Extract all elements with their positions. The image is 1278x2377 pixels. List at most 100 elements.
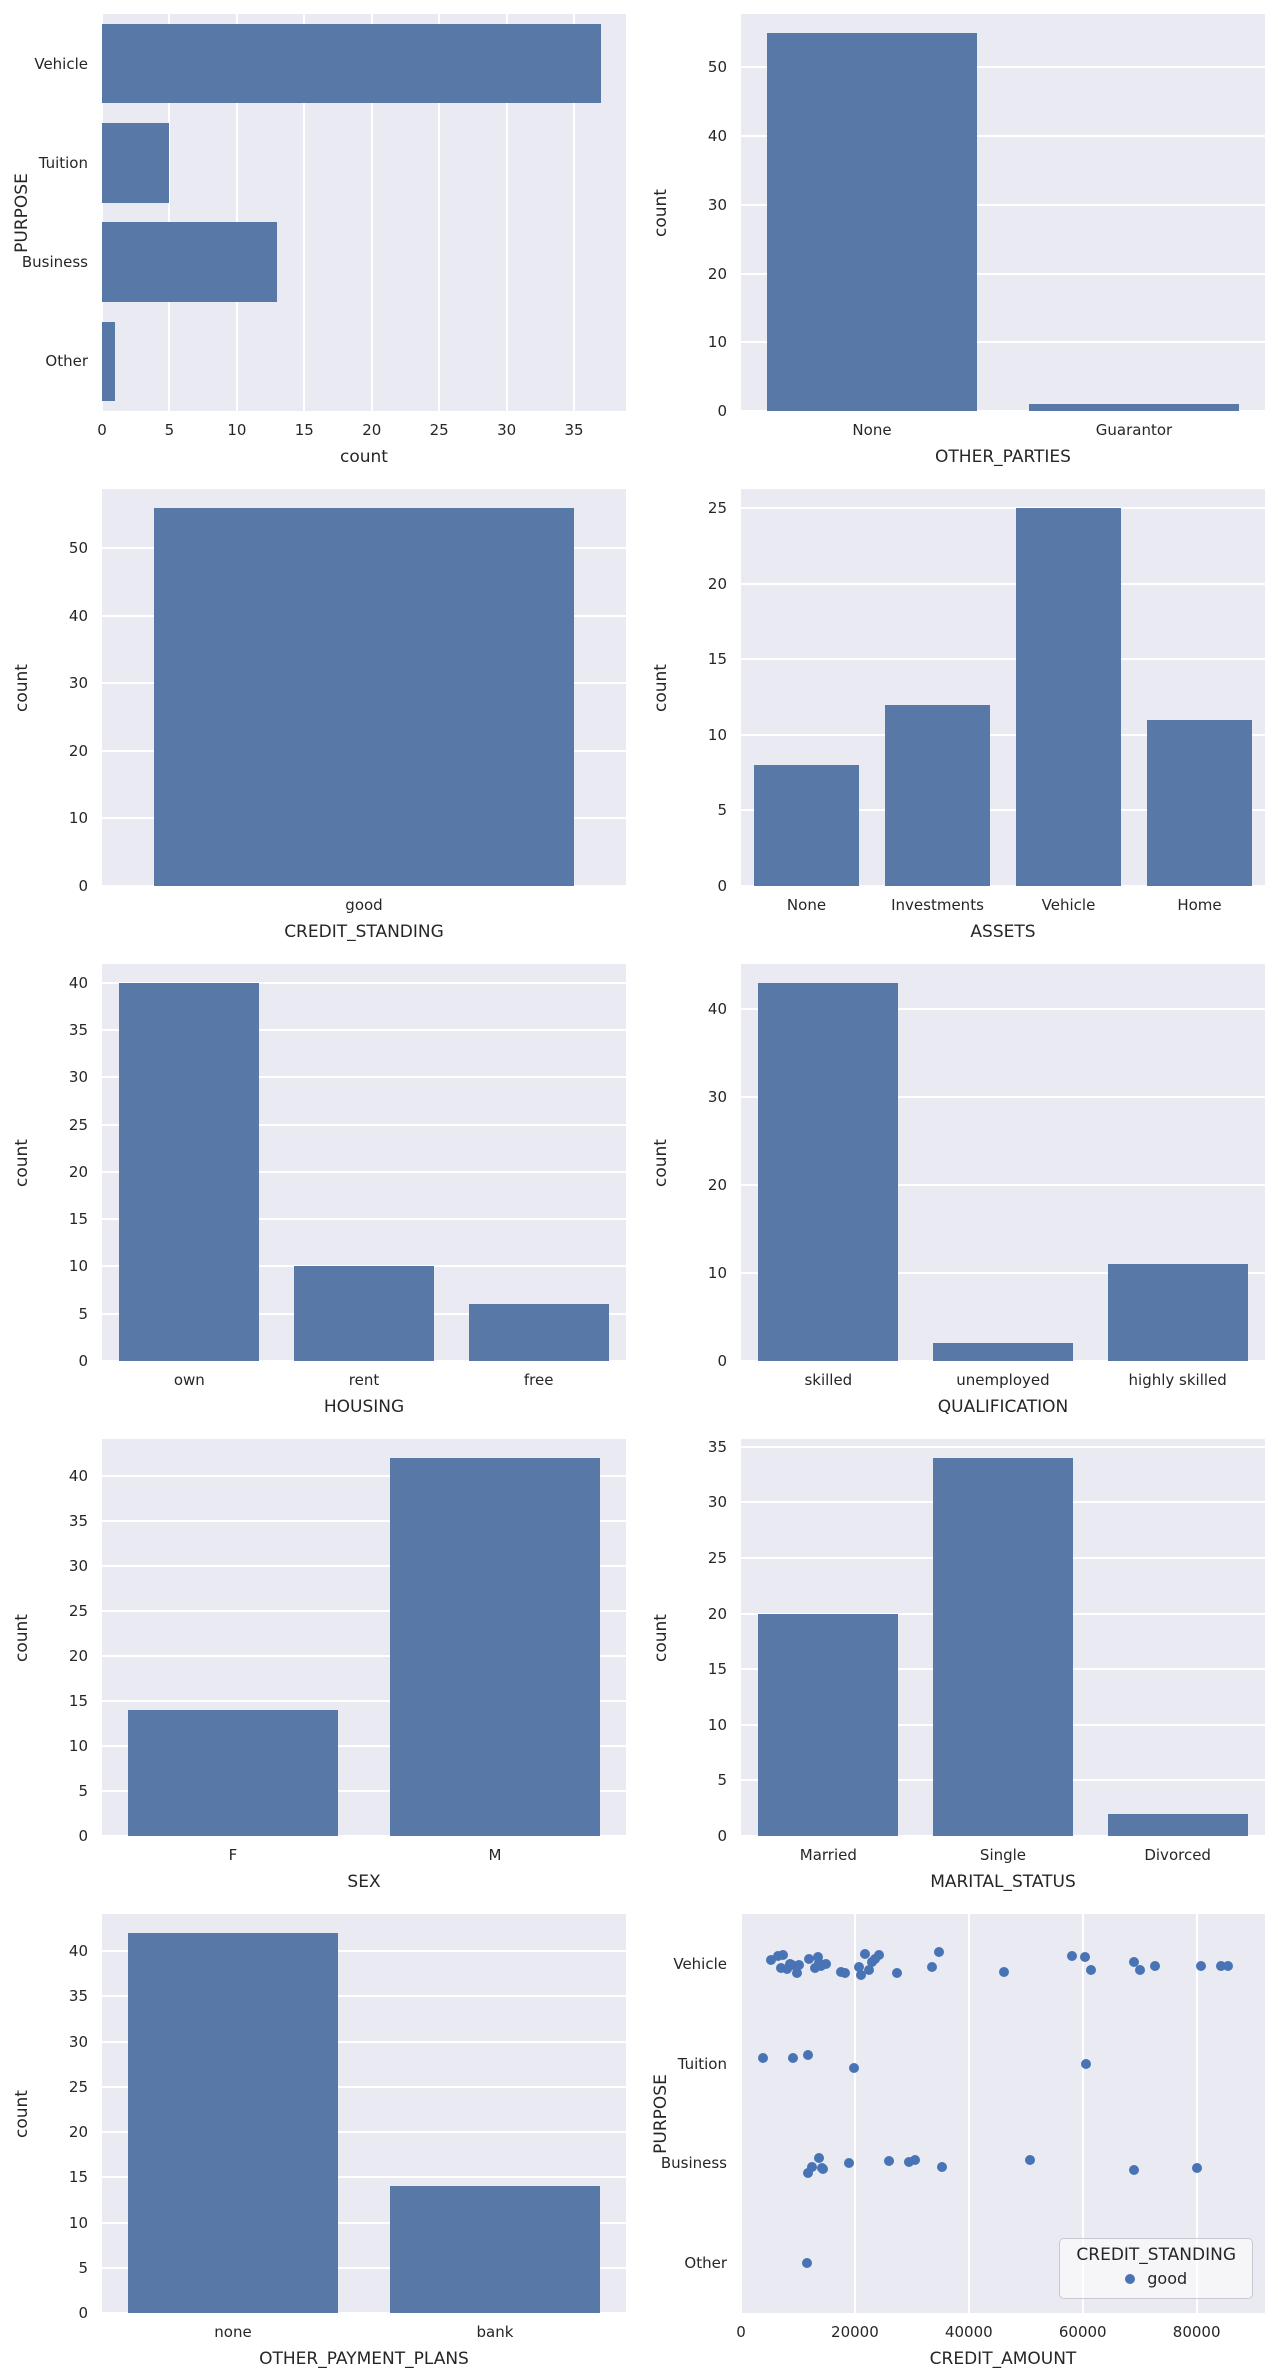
gridline	[741, 1272, 1265, 1275]
plot-area	[102, 1914, 626, 2314]
subplot-other-parties-count: 0 10 20 30 40 50 None Guarantor OTHER_PARTIES cou…	[639, 0, 1278, 475]
data-point	[849, 2062, 860, 2073]
x-tick-label: 60000	[1058, 2323, 1107, 2341]
data-point	[787, 2052, 798, 2063]
y-category-label: Business	[21, 253, 88, 272]
data-point	[758, 2052, 769, 2063]
gridline	[102, 1609, 626, 1612]
gridline	[741, 1445, 1265, 1448]
data-point	[807, 2162, 818, 2173]
y-tick-label: 10	[68, 1257, 88, 1276]
x-tick-label: 25	[429, 421, 449, 439]
gridline	[741, 66, 1265, 69]
bar	[933, 1457, 1073, 1836]
x-tick-label: 30	[497, 421, 517, 439]
data-point	[892, 1967, 903, 1978]
legend: CREDIT_STANDING good	[1059, 2238, 1253, 2299]
data-point	[855, 1969, 866, 1980]
y-tick-label: 35	[68, 1021, 88, 1040]
subplot-credit-amount-purpose-scatter: CREDIT_STANDING good 0 20000 40000 60000 80000…	[639, 1900, 1278, 2377]
y-tick-label: 0	[717, 402, 727, 420]
y-tick-label: 50	[68, 539, 88, 558]
y-tick-label: 20	[68, 2123, 88, 2142]
data-point	[815, 1960, 826, 1971]
data-point	[1086, 1964, 1097, 1975]
y-tick-label: 30	[707, 1088, 727, 1107]
y-tick-label: 10	[707, 1715, 727, 1734]
gridline	[741, 135, 1265, 138]
bar	[758, 1613, 899, 1836]
x-category-label: None	[852, 421, 892, 439]
gridline	[1081, 1914, 1084, 2313]
bar	[767, 32, 977, 411]
data-point	[1149, 1960, 1160, 1971]
y-axis-label-text: count	[651, 188, 671, 237]
bar	[128, 1709, 338, 1836]
y-axis-label-text: count	[12, 2089, 32, 2138]
y-tick-label: 30	[707, 195, 727, 214]
y-tick-label: 40	[68, 1466, 88, 1485]
y-category-label: Vehicle	[34, 54, 88, 73]
x-axis-label: QUALIFICATION	[937, 1397, 1069, 1417]
y-tick-label: 25	[68, 2077, 88, 2096]
data-point	[787, 1959, 798, 1970]
data-point	[802, 2258, 813, 2269]
y-tick-label: 30	[68, 1556, 88, 1575]
data-point	[1066, 1950, 1077, 1961]
gridline	[573, 14, 576, 411]
gridline	[102, 2312, 626, 2314]
gridline	[741, 341, 1265, 344]
y-axis-label-text: PURPOSE	[12, 172, 32, 253]
y-category-label: Tuition	[677, 2054, 727, 2073]
x-tick-label: 0	[736, 2323, 746, 2341]
data-point	[873, 1949, 884, 1960]
data-point	[803, 1953, 814, 1964]
y-axis-label-text: count	[12, 1613, 32, 1662]
subplot-purpose-count: 0 5 10 15 20 25 30 35 Vehicle Tuition Business Othe…	[0, 0, 639, 475]
subplot-qualification-count: 0 10 20 30 40 skilled unemployed highly skilled…	[639, 950, 1278, 1425]
y-tick-label: 0	[78, 1827, 88, 1845]
y-tick-label: 5	[78, 1781, 88, 1800]
data-point	[903, 2157, 914, 2168]
data-point	[793, 1959, 804, 1970]
plot-area	[101, 14, 626, 411]
y-tick-label: 40	[707, 1000, 727, 1019]
x-tick-label: 80000	[1172, 2323, 1221, 2341]
data-point	[1196, 1960, 1207, 1971]
y-axis-label-text: count	[12, 1138, 32, 1187]
gridline	[102, 2176, 626, 2179]
legend-marker-icon	[1125, 2273, 1136, 2284]
gridline	[102, 1076, 626, 1079]
data-point	[1080, 2058, 1091, 2069]
data-point	[1222, 1960, 1233, 1971]
data-point	[1080, 1951, 1091, 1962]
data-point	[884, 2156, 895, 2167]
y-tick-label: 40	[707, 127, 727, 146]
x-axis-label: MARITAL_STATUS	[930, 1872, 1076, 1892]
plot-area	[741, 14, 1265, 412]
gridline	[740, 1914, 742, 2313]
y-tick-label: 30	[68, 674, 88, 693]
bar	[1107, 1264, 1248, 1361]
y-category-label: Tuition	[38, 153, 88, 172]
y-tick-label: 10	[68, 2213, 88, 2232]
bar	[154, 507, 574, 886]
subplot-housing-count: 0 5 10 15 20 25 30 35 40 own rent free HOUSING count	[0, 950, 639, 1425]
y-category-label: Other	[45, 352, 88, 371]
bar	[119, 982, 260, 1361]
bar	[885, 704, 990, 886]
y-tick-label: 15	[707, 650, 727, 669]
x-category-label: Vehicle	[1041, 896, 1096, 914]
x-axis-label: OTHER_PAYMENT_PLANS	[259, 2349, 469, 2369]
x-category-label: unemployed	[956, 1371, 1050, 1389]
subplot-other-payment-plans-count: 0 5 10 15 20 25 30 35 40 none bank OTHER_PAYMENT_PL…	[0, 1900, 639, 2377]
gridline	[102, 1519, 626, 1522]
x-category-label: Home	[1177, 896, 1222, 914]
data-point	[937, 2162, 948, 2173]
y-tick-label: 25	[707, 1548, 727, 1567]
x-tick-label: 15	[294, 421, 314, 439]
y-tick-label: 20	[68, 741, 88, 760]
bar	[102, 123, 170, 203]
y-tick-label: 30	[707, 1493, 727, 1512]
